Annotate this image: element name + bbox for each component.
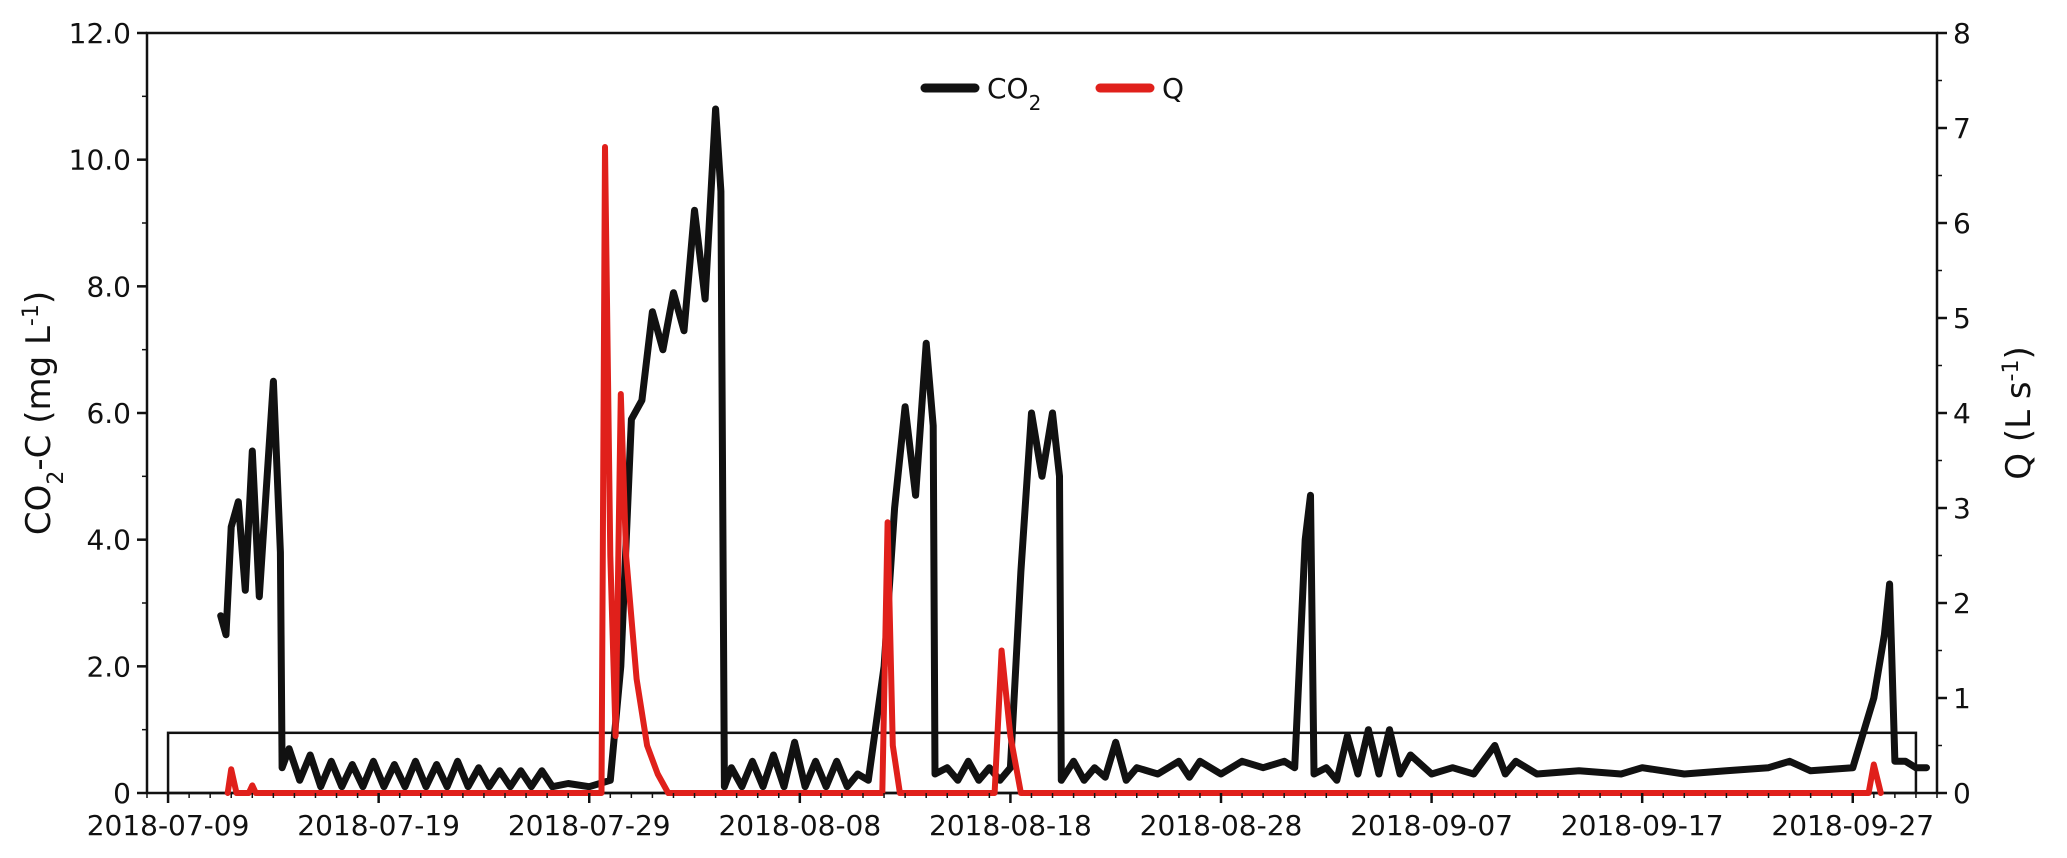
y-right-tick-label: 6 bbox=[1953, 207, 1971, 240]
y-right-tick-label: 2 bbox=[1953, 587, 1971, 620]
axis-titles: CO2-C (mg L-1) Q (L s-1) bbox=[19, 291, 2040, 535]
x-axis-ticks: 2018-07-09 2018-07-19 2018-07-29 2018-08-08… bbox=[87, 793, 1938, 842]
y-left-axis-ticks: 0 2.0 4.0 6.0 8.0 10.0 12.0 bbox=[69, 17, 147, 810]
y-left-tick-label: 6.0 bbox=[86, 397, 131, 430]
y-right-tick-label: 4 bbox=[1953, 397, 1971, 430]
x-tick-label: 2018-07-19 bbox=[297, 809, 460, 842]
x-tick-label: 2018-07-09 bbox=[87, 809, 250, 842]
y-right-tick-label: 0 bbox=[1953, 777, 1971, 810]
y-right-tick-label: 3 bbox=[1953, 492, 1971, 525]
legend-label: Q bbox=[1162, 72, 1184, 105]
x-tick-label: 2018-09-07 bbox=[1350, 809, 1513, 842]
x-tick-label: 2018-08-18 bbox=[929, 809, 1092, 842]
plot-frame-layer bbox=[145, 31, 1939, 795]
y-right-tick-label: 8 bbox=[1953, 17, 1971, 50]
legend: CO2 Q bbox=[920, 72, 1184, 115]
y-right-tick-label: 1 bbox=[1953, 682, 1971, 715]
x-tick-label: 2018-08-08 bbox=[718, 809, 881, 842]
series-line-q bbox=[224, 144, 1884, 796]
x-tick-label: 2018-09-17 bbox=[1561, 809, 1724, 842]
y-left-tick-label: 8.0 bbox=[86, 270, 131, 303]
y-right-tick-label: 5 bbox=[1953, 302, 1971, 335]
y-left-tick-label: 0 bbox=[113, 777, 131, 810]
y-right-axis-title: Q (L s-1) bbox=[1999, 346, 2040, 480]
y-right-axis-ticks: 0 1 2 3 4 5 6 7 8 bbox=[1937, 17, 1971, 810]
x-tick-label: 2018-07-29 bbox=[508, 809, 671, 842]
x-tick-label: 2018-09-27 bbox=[1771, 809, 1934, 842]
legend-label: CO2 bbox=[987, 72, 1041, 115]
y-right-tick-label: 7 bbox=[1953, 112, 1971, 145]
x-tick-label: 2018-08-28 bbox=[1140, 809, 1303, 842]
y-left-axis-title: CO2-C (mg L-1) bbox=[19, 291, 69, 535]
series-layer bbox=[217, 105, 1930, 796]
y-left-tick-label: 2.0 bbox=[86, 650, 131, 683]
y-left-tick-label: 4.0 bbox=[86, 524, 131, 557]
y-left-tick-label: 12.0 bbox=[69, 17, 131, 50]
plot-frame bbox=[145, 31, 1939, 795]
series-line-co2 bbox=[217, 105, 1930, 791]
y-left-tick-label: 10.0 bbox=[69, 144, 131, 177]
